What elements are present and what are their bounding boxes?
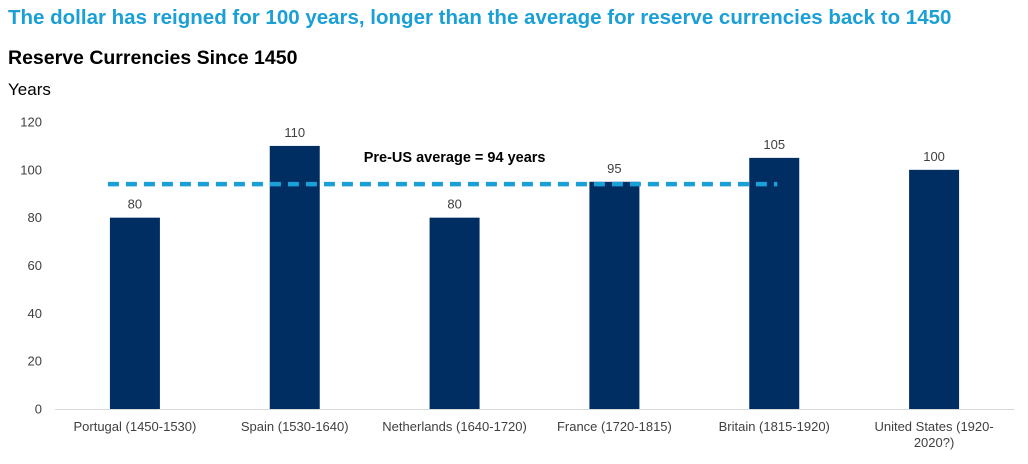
- category-label: Netherlands (1640-1720): [382, 419, 527, 434]
- y-tick-label: 120: [20, 115, 42, 130]
- category-label: Spain (1530-1640): [241, 419, 349, 434]
- category-label: United States (1920-: [874, 419, 993, 434]
- category-label: France (1720-1815): [557, 419, 672, 434]
- data-label: 110: [284, 125, 305, 140]
- chart-title: Reserve Currencies Since 1450: [8, 47, 298, 69]
- bars: [109, 145, 960, 409]
- y-tick-label: 60: [28, 258, 42, 273]
- y-axis-ticks: 0 20 40 60 80 100 120: [20, 115, 42, 417]
- bar: [909, 169, 960, 409]
- y-axis-label: Years: [8, 80, 51, 99]
- category-labels: Portugal (1450-1530) Spain (1530-1640) Net…: [73, 419, 993, 450]
- data-label: 80: [128, 197, 142, 212]
- data-label: 95: [607, 161, 621, 176]
- category-label: Portugal (1450-1530): [73, 419, 196, 434]
- headline: The dollar has reigned for 100 years, lo…: [8, 6, 952, 29]
- bar: [589, 181, 640, 409]
- bar: [429, 217, 480, 409]
- y-tick-label: 100: [20, 162, 42, 177]
- category-label: 2020?): [914, 435, 954, 450]
- data-label: 105: [763, 137, 785, 152]
- y-tick-label: 20: [28, 354, 42, 369]
- data-label: 100: [923, 149, 945, 164]
- average-annotation: Pre-US average = 94 years: [364, 150, 546, 166]
- y-tick-label: 40: [28, 306, 42, 321]
- category-label: Britain (1815-1920): [719, 419, 830, 434]
- data-labels: 80 110 80 95 105 100: [128, 125, 945, 212]
- bar: [109, 217, 160, 409]
- y-tick-label: 0: [35, 402, 42, 417]
- bar: [749, 157, 800, 409]
- data-label: 80: [447, 197, 461, 212]
- y-tick-label: 80: [28, 210, 42, 225]
- bar: [269, 145, 320, 409]
